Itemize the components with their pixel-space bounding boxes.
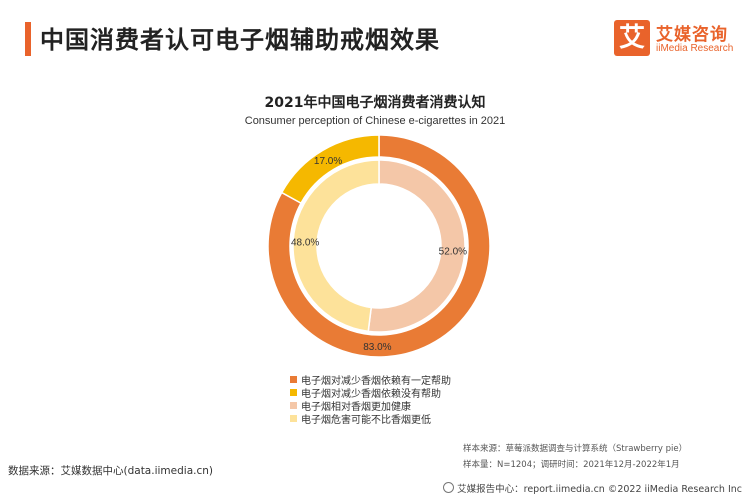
logo-cn-text: 艾媒咨询	[656, 25, 728, 45]
legend-swatch-3	[290, 415, 297, 422]
title-accent-bar	[25, 22, 31, 56]
sample-size-note: 样本量：N=1204；调研时间：2021年12月-2022年1月	[463, 460, 680, 470]
legend-swatch-1	[290, 389, 297, 396]
donut-chart: 83.0% 17.0% 52.0% 48.0%	[267, 134, 491, 358]
outer-slice-1	[280, 134, 380, 205]
outer-slice-label-1: 17.0%	[314, 156, 342, 167]
outer-slice-label-0: 83.0%	[363, 342, 391, 353]
outer-slice-0	[267, 134, 491, 358]
legend-label-0: 电子烟对减少香烟依赖有一定帮助	[301, 376, 451, 387]
inner-slice-label-1: 48.0%	[291, 237, 319, 248]
sample-source-note: 样本来源：草莓派数据调查与计算系统（Strawberry pie）	[463, 444, 688, 454]
logo-mark: 艾	[614, 20, 650, 56]
legend-swatch-0	[290, 376, 297, 383]
legend-item-1: 电子烟对减少香烟依赖没有帮助	[290, 386, 451, 400]
legend-item-3: 电子烟危害可能不比香烟更低	[290, 412, 451, 426]
data-source: 数据来源：艾媒数据中心(data.iimedia.cn)	[8, 465, 213, 477]
chart-legend: 电子烟对减少香烟依赖有一定帮助 电子烟对减少香烟依赖没有帮助 电子烟相对香烟更加健康…	[290, 373, 451, 426]
legend-label-3: 电子烟危害可能不比香烟更低	[301, 415, 431, 426]
chart-subtitle: Consumer perception of Chinese e-cigaret…	[244, 115, 506, 127]
inner-slice-0	[367, 159, 466, 333]
brand-logo: 艾 艾媒咨询 iiMedia Research	[614, 20, 736, 60]
legend-label-2: 电子烟相对香烟更加健康	[301, 402, 411, 413]
legend-item-2: 电子烟相对香烟更加健康	[290, 399, 451, 413]
logo-en-text: iiMedia Research	[656, 43, 734, 54]
inner-slice-label-0: 52.0%	[439, 247, 467, 258]
legend-label-1: 电子烟对减少香烟依赖没有帮助	[301, 389, 441, 400]
chart-title: 2021年中国电子烟消费者消费认知	[264, 95, 486, 111]
footer: 艾媒报告中心：report.iimedia.cn ©2022 iiMedia R…	[443, 481, 742, 495]
legend-item-0: 电子烟对减少香烟依赖有一定帮助	[290, 373, 451, 387]
inner-slice-1	[292, 159, 380, 333]
page-title: 中国消费者认可电子烟辅助戒烟效果	[40, 26, 440, 54]
report-center-icon	[443, 482, 455, 493]
legend-swatch-2	[290, 402, 297, 409]
footer-text: 艾媒报告中心：report.iimedia.cn ©2022 iiMedia R…	[457, 484, 742, 495]
